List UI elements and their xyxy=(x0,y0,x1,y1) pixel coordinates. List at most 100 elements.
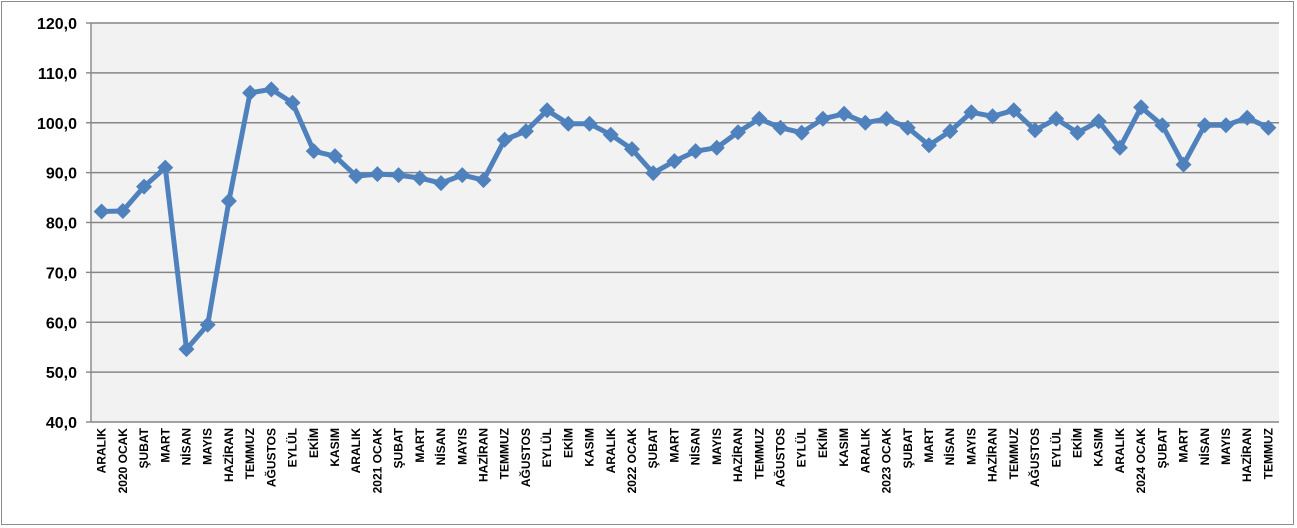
x-tick-label: HAZİRAN xyxy=(985,428,1000,482)
y-tick-label: 70,0 xyxy=(46,265,77,282)
data-point xyxy=(942,123,959,140)
y-tick-label: 50,0 xyxy=(46,365,77,382)
x-tick-label: MAYIS xyxy=(964,428,978,465)
data-point xyxy=(602,126,619,143)
x-tick-label: EKİM xyxy=(815,428,830,458)
x-tick-label: MAYIS xyxy=(455,428,469,465)
x-tick-label: EYLÜL xyxy=(1048,428,1063,467)
data-point xyxy=(899,119,916,136)
data-point xyxy=(284,94,301,111)
data-point xyxy=(687,143,704,160)
x-tick-label: ARALIK xyxy=(1113,428,1127,474)
x-tick-label: ARALIK xyxy=(858,428,872,474)
data-point xyxy=(136,178,153,195)
x-tick-label: ŞUBAT xyxy=(392,427,406,468)
x-tick-label: ŞUBAT xyxy=(137,427,151,468)
data-point xyxy=(1005,102,1022,119)
x-tick-label: EYLÜL xyxy=(285,428,300,467)
x-tick-label: MART xyxy=(413,427,427,462)
x-tick-label: TEMMUZ xyxy=(1261,428,1275,479)
y-tick-label: 120,0 xyxy=(37,16,77,33)
x-tick-label: MART xyxy=(922,427,936,462)
x-tick-label: TEMMUZ xyxy=(498,428,512,479)
x-tick-label: ŞUBAT xyxy=(901,427,915,468)
x-tick-label: KASIM xyxy=(837,428,851,467)
x-tick-label: MAYIS xyxy=(710,428,724,465)
x-tick-label: 2021 OCAK xyxy=(370,428,384,494)
data-point xyxy=(857,114,874,131)
x-tick-label: HAZİRAN xyxy=(730,428,745,482)
data-point xyxy=(475,172,492,189)
data-points xyxy=(93,81,1277,358)
data-point xyxy=(305,143,322,160)
x-tick-label: NİSAN xyxy=(433,428,448,465)
data-point xyxy=(1048,110,1065,127)
y-tick-label: 80,0 xyxy=(46,216,77,233)
data-point xyxy=(1069,124,1086,141)
y-tick-label: 110,0 xyxy=(38,66,77,83)
data-point xyxy=(93,203,110,220)
data-point xyxy=(369,166,386,183)
x-tick-label: ŞUBAT xyxy=(1155,427,1169,468)
data-point xyxy=(708,139,725,156)
x-tick-label: KASIM xyxy=(583,428,597,467)
y-tick-label: 60,0 xyxy=(46,315,77,332)
data-point xyxy=(263,81,280,98)
data-point xyxy=(199,316,216,333)
x-tick-label: 2023 OCAK xyxy=(880,428,894,494)
x-tick-label: NİSAN xyxy=(688,428,703,465)
x-tick-label: TEMMUZ xyxy=(243,428,257,479)
y-tick-label: 40,0 xyxy=(46,415,77,432)
x-tick-label: TEMMUZ xyxy=(752,428,766,479)
data-point xyxy=(751,110,768,127)
data-point xyxy=(1090,113,1107,130)
y-axis-ticks: 40,0 50,0 60,0 70,0 80,0 90,0 100,0 110,0 120,0 xyxy=(37,16,77,432)
data-point xyxy=(1260,119,1277,136)
data-point xyxy=(496,131,513,148)
x-tick-label: NİSAN xyxy=(178,428,193,465)
data-point xyxy=(814,110,831,127)
x-tick-label: ARALIK xyxy=(95,428,109,474)
data-point xyxy=(157,159,174,176)
x-tick-label: MAYIS xyxy=(201,428,215,465)
y-tick-label: 100,0 xyxy=(37,116,77,133)
data-point xyxy=(242,84,259,101)
data-point xyxy=(963,104,980,121)
x-axis-ticks: ARALIK 2020 OCAK ŞUBAT MART NİSAN MAYIS HAZİRA… xyxy=(95,427,1276,493)
x-tick-label: ARALIK xyxy=(349,428,363,474)
data-point xyxy=(1111,139,1128,156)
gridlines xyxy=(86,22,1279,423)
data-point xyxy=(1154,117,1171,134)
data-point xyxy=(390,167,407,184)
x-tick-label: HAZİRAN xyxy=(221,428,236,482)
x-tick-label: 2020 OCAK xyxy=(116,428,130,494)
data-point xyxy=(411,170,428,187)
data-point xyxy=(326,148,343,165)
x-tick-label: TEMMUZ xyxy=(1007,428,1021,479)
data-point xyxy=(1217,117,1234,134)
x-tick-label: AĞUSTOS xyxy=(772,428,787,487)
x-tick-label: KASIM xyxy=(328,428,342,467)
data-point xyxy=(454,167,471,184)
data-point xyxy=(1196,117,1213,134)
x-tick-label: AĞUSTOS xyxy=(1027,428,1042,487)
data-point xyxy=(645,165,662,182)
x-tick-label: AĞUSTOS xyxy=(518,428,533,487)
data-point xyxy=(793,124,810,141)
x-tick-label: MAYIS xyxy=(1219,428,1233,465)
x-tick-label: MART xyxy=(667,427,681,462)
data-point xyxy=(433,175,450,192)
data-point xyxy=(1133,99,1150,116)
data-point xyxy=(1175,156,1192,173)
data-point xyxy=(539,102,556,119)
x-tick-label: KASIM xyxy=(1092,428,1106,467)
data-point xyxy=(772,119,789,136)
x-tick-label: ARALIK xyxy=(604,428,618,474)
x-tick-label: NİSAN xyxy=(942,428,957,465)
x-tick-label: MART xyxy=(1177,427,1191,462)
x-tick-label: EYLÜL xyxy=(539,428,554,467)
data-point xyxy=(1027,122,1044,139)
data-point xyxy=(560,115,577,132)
x-tick-label: 2022 OCAK xyxy=(625,428,639,494)
